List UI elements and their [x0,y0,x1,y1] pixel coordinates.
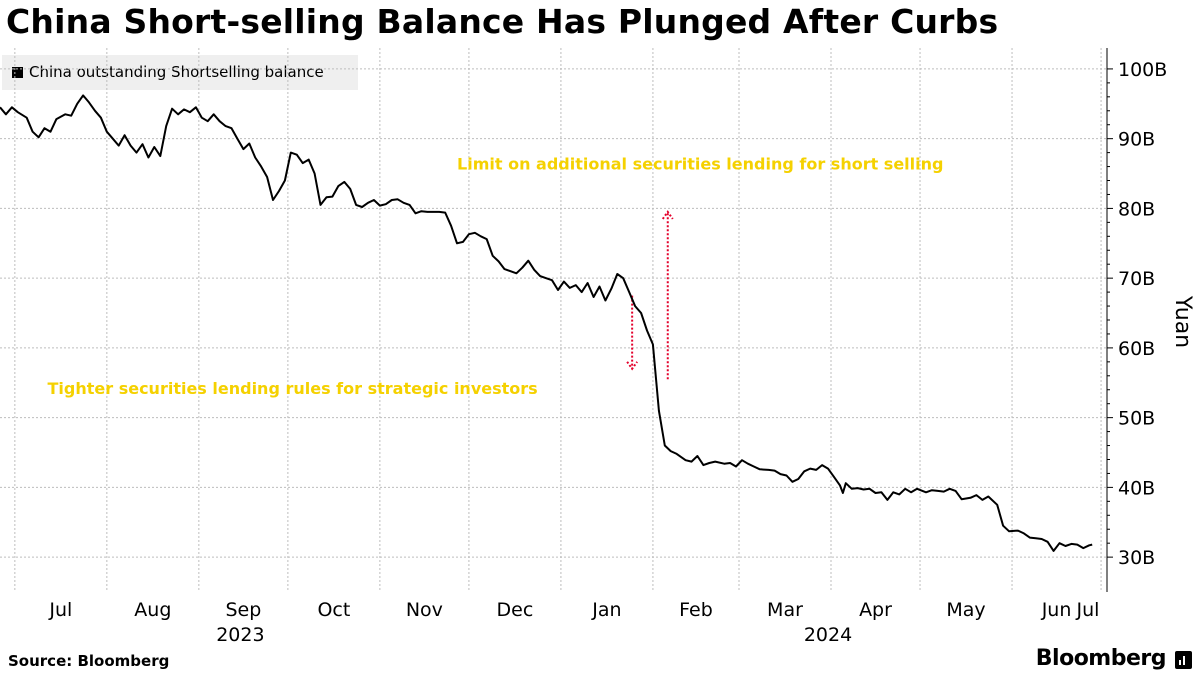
x-tick-label: Sep [225,599,261,621]
series-line [0,94,1093,552]
x-tick-label: Dec [497,599,534,621]
annotation-label: Tighter securities lending rules for str… [47,379,537,398]
x-tick-label: May [946,599,985,621]
x-year-label: 2023 [216,624,264,646]
x-tick-label: Feb [679,599,713,621]
annotation-label: Limit on additional securities lending f… [457,154,943,173]
x-tick-label: Nov [406,599,443,621]
x-tick-label: Jul [48,599,72,621]
y-tick-label: 70B [1118,268,1155,290]
y-tick-label: 90B [1118,129,1155,151]
x-tick-label: Jan [591,599,621,621]
x-tick-label: Mar [767,599,803,621]
y-tick-label: 30B [1118,547,1155,569]
x-tick-label: Oct [317,599,350,621]
x-tick-label: Jun [1041,599,1072,621]
source-note: Source: Bloomberg [8,652,170,670]
y-axis-title: Yuan [1170,295,1195,348]
x-tick-label: Jul [1076,599,1100,621]
y-tick-label: 50B [1118,408,1155,430]
grid-layer [0,48,1107,592]
x-tick-label: Apr [859,599,892,621]
annotation-arrowhead [626,361,638,371]
annotation-layer [626,210,674,380]
y-tick-label: 100B [1118,59,1167,81]
annotation-arrowhead [661,210,674,220]
axis-layer [1106,48,1113,592]
y-tick-label: 40B [1118,477,1155,499]
brand-mark-icon [1175,651,1192,669]
chart-legend: China outstanding Shortselling balance [2,55,358,90]
x-tick-label: Aug [134,599,171,621]
chart-title: China Short-selling Balance Has Plunged … [6,2,999,41]
label-layer: 30B 40B 50B 60B 70B 80B 90B 100B Yuan Jul Aug Sep Oc… [47,59,1195,646]
series-layer [0,94,1093,552]
y-tick-label: 80B [1118,198,1155,220]
legend-label: China outstanding Shortselling balance [29,63,324,81]
x-year-label: 2024 [804,624,852,646]
legend-swatch [12,67,23,78]
brand-logo: Bloomberg [1035,646,1167,671]
y-tick-label: 60B [1118,338,1155,360]
